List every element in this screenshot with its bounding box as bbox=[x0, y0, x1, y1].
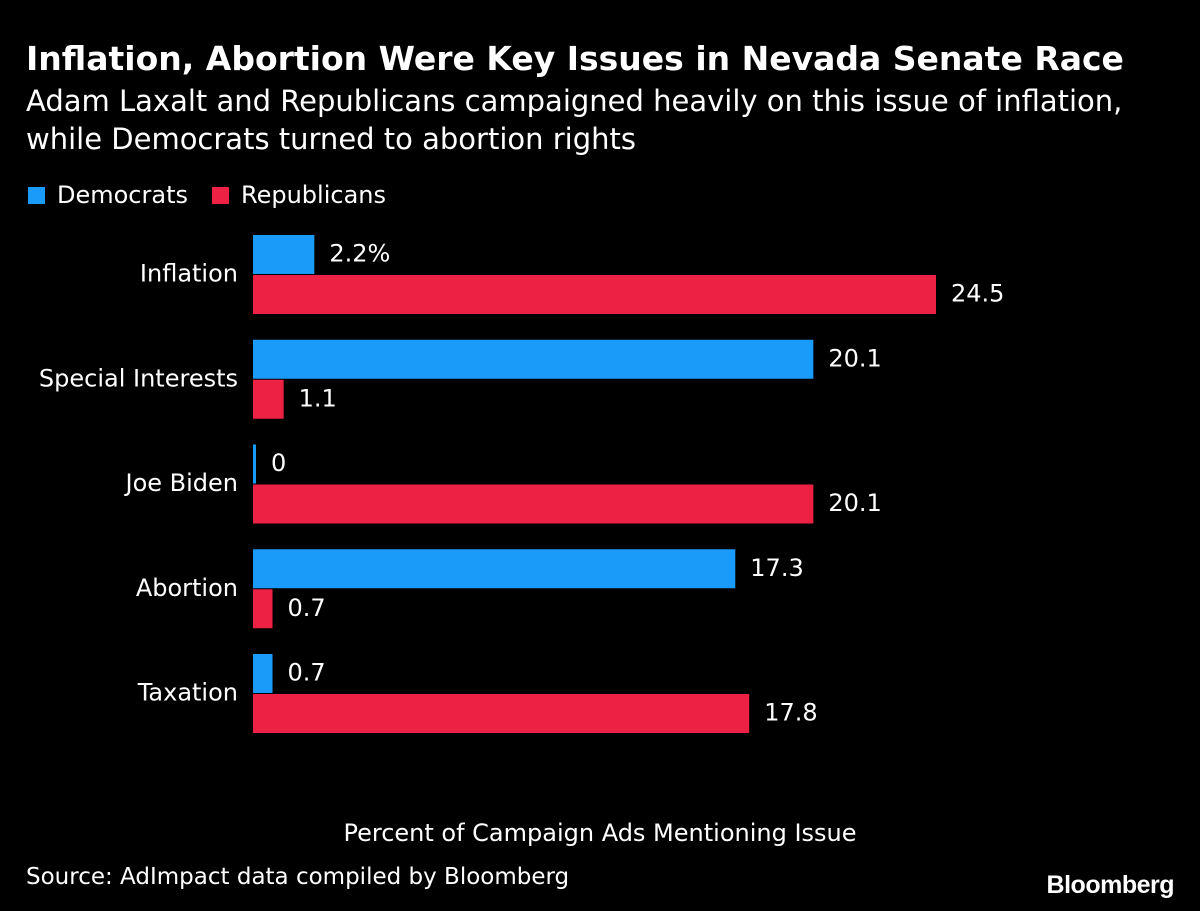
category-label-inflation: Inflation bbox=[140, 260, 238, 288]
bar-democrats-inflation bbox=[253, 235, 315, 274]
category-label-special-interests: Special Interests bbox=[39, 364, 238, 392]
legend-item-democrats: Democrats bbox=[28, 180, 188, 210]
source-note: Source: AdImpact data compiled by Bloomb… bbox=[26, 864, 570, 890]
bar-democrats-special-interests bbox=[253, 339, 814, 379]
bar-republicans-taxation bbox=[253, 694, 750, 733]
legend-item-republicans: Republicans bbox=[212, 180, 386, 210]
value-label-democrats-abortion: 17.3 bbox=[750, 554, 803, 582]
category-label-abortion: Abortion bbox=[136, 574, 238, 602]
bar-republicans-joe-biden bbox=[253, 484, 814, 524]
bar-democrats-joe-biden bbox=[253, 444, 256, 484]
legend: Democrats Republicans bbox=[28, 180, 410, 210]
value-label-republicans-joe-biden: 20.1 bbox=[828, 489, 881, 517]
chart-title: Inflation, Abortion Were Key Issues in N… bbox=[26, 39, 1124, 78]
bar-republicans-inflation bbox=[253, 275, 936, 314]
chart-subtitle: Adam Laxalt and Republicans campaigned h… bbox=[26, 84, 1123, 156]
value-label-democrats-joe-biden: 0 bbox=[271, 449, 286, 477]
value-label-republicans-inflation: 24.5 bbox=[951, 280, 1004, 308]
bloomberg-logo: Bloomberg bbox=[1046, 871, 1175, 899]
value-label-democrats-special-interests: 20.1 bbox=[828, 344, 881, 372]
value-label-republicans-special-interests: 1.1 bbox=[299, 384, 337, 412]
legend-swatch-democrats bbox=[28, 186, 45, 204]
bar-democrats-taxation bbox=[253, 654, 273, 693]
category-label-joe-biden: Joe Biden bbox=[124, 469, 239, 497]
bar-republicans-abortion bbox=[253, 589, 273, 629]
value-label-republicans-taxation: 17.8 bbox=[764, 699, 817, 727]
bar-republicans-special-interests bbox=[253, 379, 284, 419]
category-label-taxation: Taxation bbox=[137, 679, 238, 707]
value-label-democrats-taxation: 0.7 bbox=[288, 659, 326, 687]
legend-label-republicans: Republicans bbox=[241, 181, 386, 209]
legend-label-democrats: Democrats bbox=[57, 181, 188, 209]
value-label-republicans-abortion: 0.7 bbox=[288, 594, 326, 622]
x-axis-title: Percent of Campaign Ads Mentioning Issue bbox=[343, 819, 857, 847]
value-label-democrats-inflation: 2.2% bbox=[329, 240, 390, 268]
bar-democrats-abortion bbox=[253, 549, 736, 589]
legend-swatch-republicans bbox=[212, 186, 229, 204]
